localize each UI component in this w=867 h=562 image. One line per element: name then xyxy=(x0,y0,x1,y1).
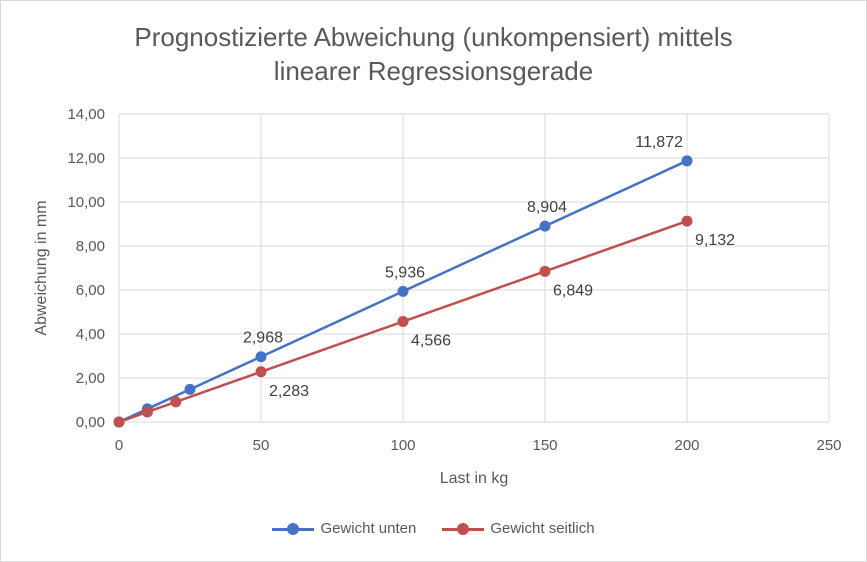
y-tick-label: 14,00 xyxy=(67,106,105,123)
data-point-gewicht-seitlich xyxy=(113,416,125,428)
x-tick-label: 200 xyxy=(674,437,699,454)
legend: Gewicht unten Gewicht seitlich xyxy=(0,520,867,537)
data-point-gewicht-unten xyxy=(397,285,409,297)
y-tick-label: 2,00 xyxy=(76,370,105,387)
y-tick-label: 0,00 xyxy=(76,414,105,431)
data-label-gewicht-unten: 2,968 xyxy=(243,330,283,347)
y-axis-title: Abweichung in mm xyxy=(33,200,50,335)
y-tick-label: 4,00 xyxy=(76,326,105,343)
data-point-gewicht-unten xyxy=(539,220,551,232)
legend-swatch-gewicht-seitlich xyxy=(442,522,485,535)
chart-title-line-2: linearer Regressionsgerade xyxy=(273,56,594,86)
data-point-gewicht-seitlich xyxy=(141,406,153,418)
data-point-gewicht-unten xyxy=(255,351,267,363)
x-tick-label: 150 xyxy=(532,437,557,454)
data-label-gewicht-unten: 11,872 xyxy=(635,134,683,151)
legend-item-gewicht-unten: Gewicht unten xyxy=(272,520,416,537)
data-point-gewicht-seitlich xyxy=(681,215,693,227)
chart-title-line-1: Prognostizierte Abweichung (unkompensier… xyxy=(134,22,733,52)
x-tick-label: 50 xyxy=(253,437,270,454)
data-point-gewicht-seitlich xyxy=(397,316,409,328)
data-point-gewicht-unten xyxy=(681,155,693,167)
data-point-gewicht-seitlich xyxy=(539,265,551,277)
data-label-gewicht-unten: 8,904 xyxy=(527,199,567,216)
data-point-gewicht-seitlich xyxy=(255,366,267,378)
legend-item-gewicht-seitlich: Gewicht seitlich xyxy=(442,520,595,537)
data-point-gewicht-unten xyxy=(184,383,196,395)
legend-label-gewicht-seitlich: Gewicht seitlich xyxy=(490,520,595,537)
data-label-gewicht-seitlich: 6,849 xyxy=(553,282,593,299)
x-tick-label: 100 xyxy=(390,437,415,454)
legend-label-gewicht-unten: Gewicht unten xyxy=(320,520,417,537)
data-label-gewicht-seitlich: 9,132 xyxy=(695,232,735,249)
data-point-gewicht-seitlich xyxy=(170,396,182,408)
y-tick-label: 8,00 xyxy=(76,238,105,255)
data-label-gewicht-seitlich: 4,566 xyxy=(411,333,451,350)
legend-swatch-gewicht-unten xyxy=(272,522,315,535)
x-axis-title: Last in kg xyxy=(440,470,508,487)
data-label-gewicht-seitlich: 2,283 xyxy=(269,383,309,400)
x-tick-label: 250 xyxy=(816,437,841,454)
y-tick-label: 10,00 xyxy=(67,194,105,211)
data-label-gewicht-unten: 5,936 xyxy=(385,264,425,281)
y-tick-label: 6,00 xyxy=(76,282,105,299)
x-tick-label: 0 xyxy=(115,437,123,454)
y-tick-label: 12,00 xyxy=(67,150,105,167)
